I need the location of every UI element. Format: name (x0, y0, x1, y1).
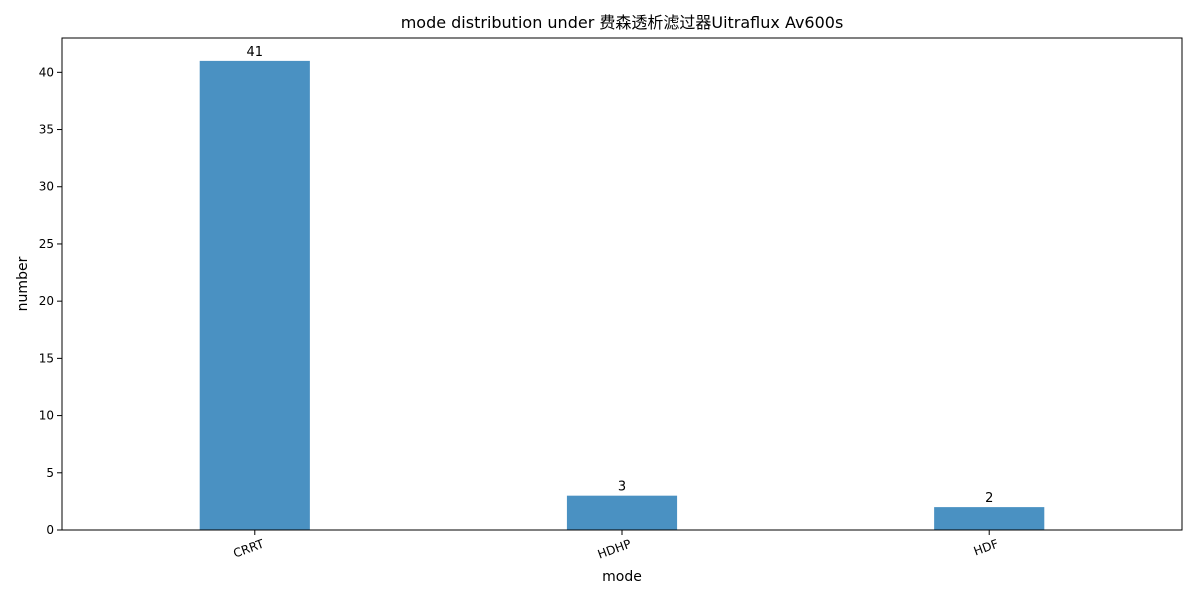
chart-title: mode distribution under 费森透析滤过器Uitraflux… (401, 13, 844, 32)
y-tick-label: 25 (39, 237, 54, 251)
y-tick-label: 20 (39, 294, 54, 308)
plot-area: 41 CRRT 3 HDHP 2 HDF 0 5 10 15 20 25 30 35 40 (39, 37, 1183, 562)
y-tick-label: 5 (46, 466, 54, 480)
y-tick-label: 15 (39, 351, 54, 365)
bar-hdhp (566, 495, 678, 530)
x-tick-label-crrt: CRRT (231, 536, 266, 560)
x-axis-label: mode (602, 569, 642, 585)
x-tick-label-hdhp: HDHP (596, 537, 633, 562)
bar-hdf (934, 507, 1045, 530)
plot-frame (61, 37, 1183, 531)
data-label-hdf: 2 (985, 491, 993, 506)
data-label-hdhp: 3 (618, 480, 626, 495)
y-tick-label: 40 (39, 65, 54, 79)
x-tick-label-hdf: HDF (972, 537, 1001, 559)
y-tick-label: 0 (46, 523, 54, 537)
data-label-crrt: 41 (247, 45, 264, 60)
y-axis-label: number (15, 256, 31, 311)
y-tick-label: 10 (39, 409, 54, 423)
y-tick-label: 30 (39, 180, 54, 194)
y-tick-label: 35 (39, 123, 54, 137)
bar-crrt (199, 60, 310, 530)
